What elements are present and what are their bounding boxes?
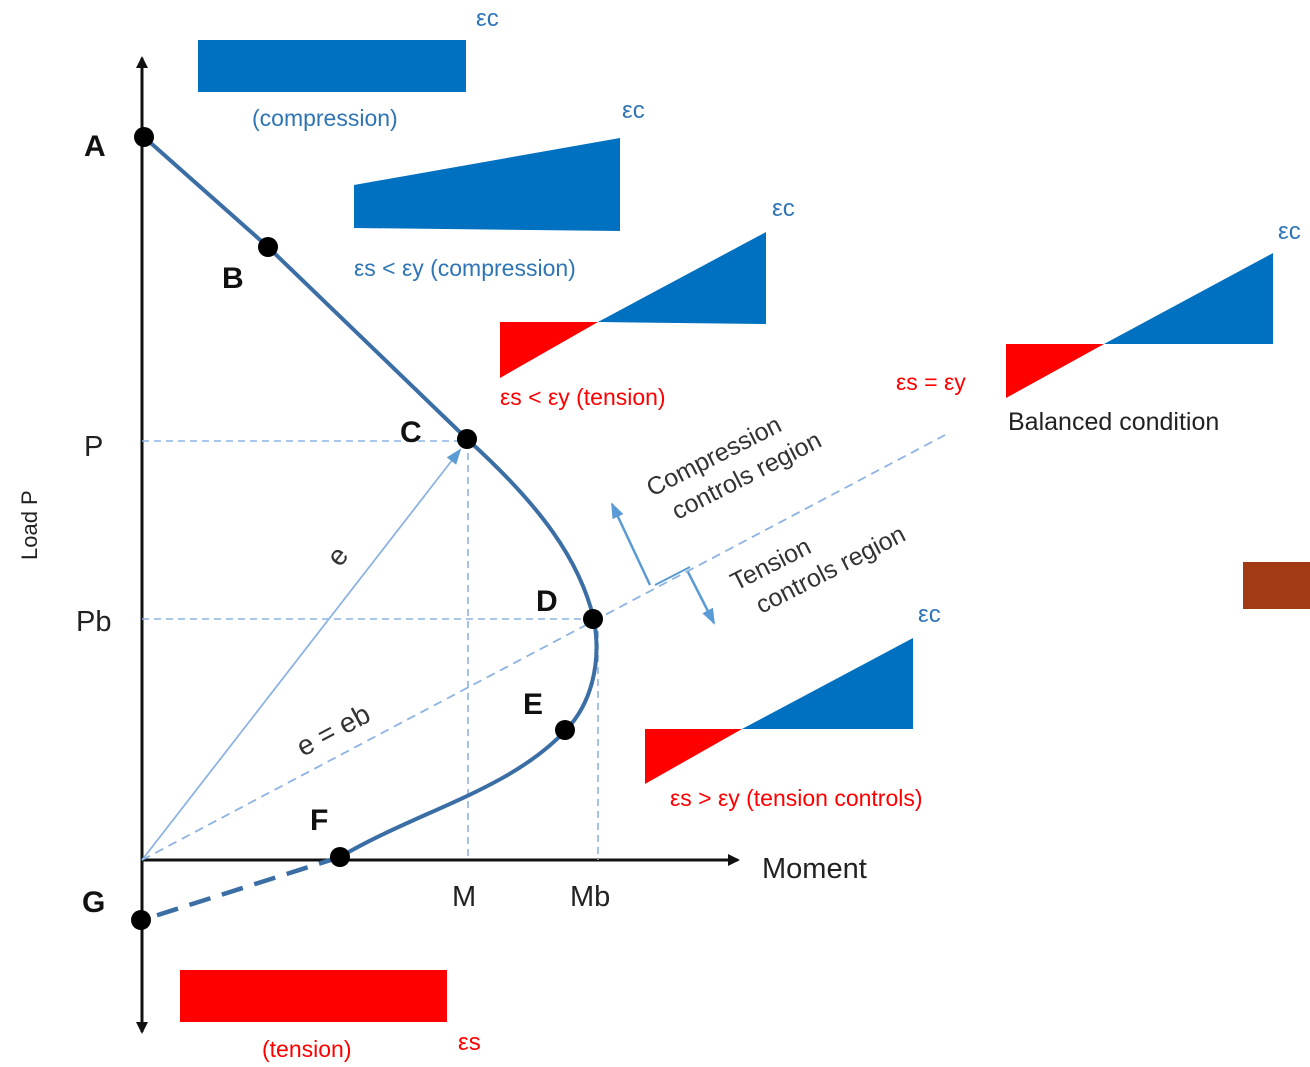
compression-small-caption: εs < εy (compression): [354, 255, 576, 281]
tension-region-label: Tension controls region: [726, 520, 910, 619]
point-d-label: D: [536, 585, 558, 618]
pure-compression-ec-label: εc: [476, 5, 499, 32]
tension-controls-compression-block: [742, 638, 913, 729]
point-f: [330, 847, 350, 867]
balanced-compression-block: [1104, 253, 1273, 344]
e-label: e: [320, 540, 354, 571]
point-a-label: A: [84, 130, 106, 163]
compression-region-arrow: [610, 502, 652, 586]
point-e: [555, 720, 575, 740]
point-b: [258, 237, 278, 257]
tension-curve-extension: [141, 854, 341, 923]
point-d: [583, 609, 603, 629]
mb-tick-label: Mb: [570, 881, 610, 913]
pure-compression-caption: (compression): [252, 105, 398, 131]
point-a: [134, 127, 154, 147]
balanced-tension-block: [1006, 344, 1104, 398]
region-divider-tick: [654, 566, 691, 586]
balanced-eccentricity-line: [141, 434, 946, 861]
tension-region-arrow: [686, 571, 716, 625]
tension-small-tension-block: [500, 322, 598, 378]
point-c-label: C: [400, 416, 422, 449]
pure-compression-strain-block: [198, 40, 466, 92]
balanced-caption: Balanced condition: [1008, 408, 1219, 436]
y-axis-label: Load P: [17, 490, 42, 560]
point-g-label: G: [82, 886, 105, 919]
slide-accent-block: [1243, 562, 1310, 609]
tension-small-caption: εs < εy (tension): [500, 384, 666, 410]
tension-small-ec-label: εc: [772, 195, 795, 222]
balanced-ec-label: εc: [1278, 218, 1301, 245]
point-f-label: F: [310, 804, 328, 837]
point-c: [457, 429, 477, 449]
balanced-es-label: εs = εy: [896, 369, 966, 395]
point-e-label: E: [523, 688, 543, 721]
point-g: [131, 910, 151, 930]
pure-tension-es-label: εs: [458, 1029, 481, 1056]
p-tick-label: P: [84, 431, 103, 463]
point-b-label: B: [222, 262, 244, 295]
compression-small-strain-block: [354, 138, 620, 231]
eccentricity-arrow: [141, 448, 462, 861]
compression-region-label: Compression controls region: [642, 411, 826, 526]
interaction-curve: [142, 135, 599, 859]
pure-tension-caption: (tension): [262, 1036, 351, 1062]
tension-controls-caption: εs > εy (tension controls): [670, 785, 923, 811]
tension-controls-ec-label: εc: [918, 601, 941, 628]
m-tick-label: M: [452, 881, 476, 913]
pure-tension-strain-block: [180, 970, 447, 1022]
tension-controls-tension-block: [645, 729, 742, 784]
eb-label: e = eb: [291, 698, 375, 762]
pb-tick-label: Pb: [76, 606, 111, 638]
x-axis-label: Moment: [762, 853, 867, 885]
compression-small-ec-label: εc: [622, 97, 645, 124]
tension-small-compression-block: [598, 232, 766, 324]
